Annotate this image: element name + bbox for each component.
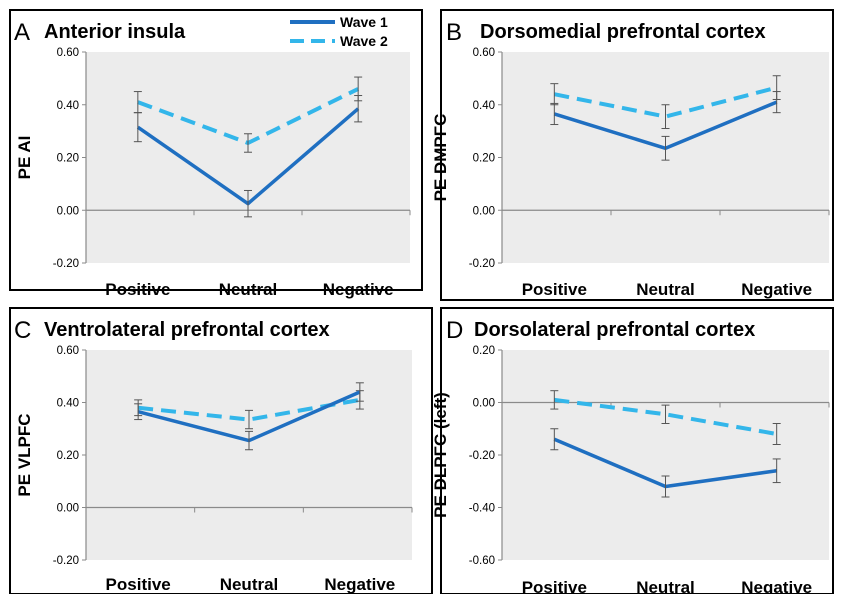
y-tick-label: 0.00 bbox=[473, 205, 495, 217]
y-tick-label: 0.60 bbox=[57, 345, 79, 357]
x-category-label: Neutral bbox=[220, 575, 279, 594]
x-category-label: Negative bbox=[741, 578, 812, 594]
wave2-series-line bbox=[554, 397, 778, 436]
y-tick-label: -0.20 bbox=[469, 450, 495, 462]
wave2-series-line bbox=[553, 85, 778, 119]
x-category-label: Positive bbox=[522, 578, 587, 594]
y-tick-label: 0.40 bbox=[57, 398, 79, 410]
y-tick-label: 0.00 bbox=[57, 503, 79, 515]
y-axis-label: PE DMPFC bbox=[431, 114, 450, 202]
x-category-label: Positive bbox=[106, 575, 171, 594]
x-category-label: Neutral bbox=[636, 280, 695, 299]
legend-wave1-label: Wave 1 bbox=[340, 14, 388, 30]
chart-panel-d: D Dorsolateral prefrontal cortex 0.20 0.00 -… bbox=[431, 307, 834, 594]
panel-letter: C bbox=[14, 317, 31, 344]
panel-title: Dorsomedial prefrontal cortex bbox=[480, 21, 766, 43]
y-tick-label: 0.60 bbox=[473, 47, 495, 59]
x-category-label: Negative bbox=[323, 280, 394, 299]
y-tick-label: 0.00 bbox=[473, 398, 495, 410]
y-axis-label: PE AI bbox=[15, 136, 34, 180]
panel-letter: A bbox=[14, 19, 30, 46]
x-category-label: Positive bbox=[522, 280, 587, 299]
chart-panel-b: B Dorsomedial prefrontal cortex 0.60 0.40 0.… bbox=[431, 9, 834, 301]
panel-letter: B bbox=[446, 19, 462, 46]
panel-title: Dorsolateral prefrontal cortex bbox=[474, 319, 755, 341]
panel-title: Anterior insula bbox=[44, 21, 186, 43]
x-category-label: Neutral bbox=[636, 578, 695, 594]
y-tick-label: -0.20 bbox=[53, 258, 79, 270]
y-tick-label: 0.20 bbox=[57, 450, 79, 462]
legend-wave2-label: Wave 2 bbox=[340, 33, 388, 49]
y-tick-label: 0.20 bbox=[57, 153, 79, 165]
y-tick-label: 0.60 bbox=[57, 47, 79, 59]
y-tick-label: 0.20 bbox=[473, 153, 495, 165]
y-tick-label: 0.40 bbox=[57, 100, 79, 112]
chart-panel-a: A Anterior insula 0.60 0.40 0.20 0.00 -0.20 Pos… bbox=[9, 9, 423, 299]
x-category-label: Positive bbox=[105, 280, 170, 299]
y-tick-label: -0.20 bbox=[53, 555, 79, 567]
plot-area bbox=[502, 350, 829, 560]
y-axis-label: PE VLPFC bbox=[15, 413, 34, 496]
y-tick-label: -0.40 bbox=[469, 503, 495, 515]
y-tick-label: 0.20 bbox=[473, 345, 495, 357]
y-tick-label: -0.20 bbox=[469, 258, 495, 270]
panel-letter: D bbox=[446, 317, 463, 344]
y-tick-label: 0.40 bbox=[473, 100, 495, 112]
x-category-label: Neutral bbox=[219, 280, 278, 299]
x-category-label: Negative bbox=[324, 575, 395, 594]
plot-area bbox=[86, 350, 412, 560]
panel-title: Ventrolateral prefrontal cortex bbox=[44, 319, 330, 341]
chart-panel-c: C Ventrolateral prefrontal cortex 0.60 0.40… bbox=[9, 307, 433, 594]
y-tick-label: 0.00 bbox=[57, 205, 79, 217]
x-category-label: Negative bbox=[741, 280, 812, 299]
plot-area bbox=[86, 52, 410, 263]
legend: Wave 1 Wave 2 bbox=[290, 14, 388, 49]
y-axis-label: PE DLPFC (left) bbox=[431, 392, 450, 518]
y-tick-label: -0.60 bbox=[469, 555, 495, 567]
